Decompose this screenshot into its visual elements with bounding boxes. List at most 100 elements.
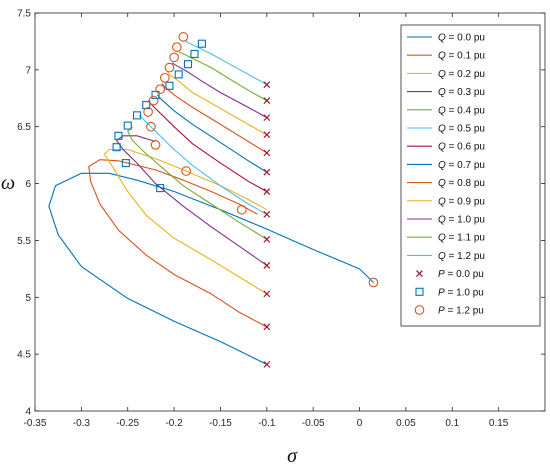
legend-box (400, 24, 541, 327)
x-axis-ticks: -0.35 -0.3 -0.25 -0.2 -0.15 -0.1 -0.05 0 0.05 0.1… (24, 13, 509, 429)
x-tick-label: 0.15 (489, 418, 509, 429)
y-tick-label: 7.5 (17, 9, 31, 20)
x-tick-label: -0.3 (73, 418, 91, 429)
y-tick-label: 6 (25, 179, 31, 190)
legend-label-2: Q = 0.2 pu (438, 69, 485, 80)
x-tick-label: -0.35 (24, 418, 47, 429)
y-tick-label: 4.5 (17, 350, 31, 361)
marker-x (263, 188, 271, 195)
marker-square (112, 143, 121, 152)
marker-square (132, 111, 142, 120)
series-line-10 (171, 62, 268, 119)
marker-x (263, 131, 271, 139)
marker-square (165, 81, 174, 90)
marker-square (114, 131, 123, 140)
marker-square (151, 90, 160, 99)
legend-label-8: Q = 0.8 pu (438, 178, 485, 189)
series-line-6 (147, 100, 268, 192)
series-line-11 (178, 51, 268, 102)
legend-label-0: Q = 0.0 pu (438, 33, 485, 44)
marker-circle (236, 204, 247, 215)
legend-marker-15 (414, 305, 425, 315)
marker-x (263, 114, 271, 122)
legend-label-10: Q = 1.0 pu (438, 215, 485, 226)
marker-x (263, 235, 271, 243)
legend-label-9: Q = 0.9 pu (438, 196, 485, 207)
legend-items: Q = 0.0 pu Q = 0.1 pu Q = 0.2 pu Q = 0.3 pu… (407, 33, 485, 317)
marker-circle (150, 140, 161, 150)
series-line-9 (167, 71, 268, 136)
legend-label-11: Q = 1.1 pu (438, 233, 485, 244)
marker-circle (172, 42, 182, 52)
marker-circle (368, 277, 379, 288)
marker-x (263, 323, 271, 331)
marker-square (121, 159, 130, 168)
marker-circle (178, 32, 189, 42)
marker-circle (164, 62, 175, 73)
x-tick-label: -0.05 (302, 418, 325, 429)
series-line-2 (103, 148, 268, 295)
series-line-0 (48, 172, 374, 365)
x-axis-title: σ (287, 445, 298, 467)
y-axis-ticks: 4 4.5 5 5.5 6 6.5 7 7.5 (17, 9, 545, 418)
series-line-1 (88, 159, 268, 328)
legend-marker-13 (416, 270, 423, 278)
legend-marker-14 (415, 287, 424, 296)
x-tick-label: 0 (357, 418, 363, 429)
legend-label-6: Q = 0.6 pu (438, 142, 485, 153)
marker-square (156, 184, 165, 193)
marker-circle (143, 107, 153, 117)
marker-square (197, 39, 206, 48)
marker-x (263, 97, 271, 104)
marker-square (174, 70, 183, 79)
series-line-5 (138, 114, 268, 215)
y-axis-title: ω (1, 172, 15, 194)
x-tick-label: -0.1 (258, 418, 276, 429)
legend-label-14: P = 1.0 pu (438, 287, 484, 298)
x-tick-label: -0.25 (116, 418, 139, 429)
x-tick-label: 0.05 (396, 418, 416, 429)
marker-circle (148, 95, 159, 106)
legend-label-3: Q = 0.3 pu (438, 87, 485, 98)
legend: Q = 0.0 pu Q = 0.1 pu Q = 0.2 pu Q = 0.3 pu… (400, 24, 541, 327)
marker-square (190, 49, 199, 58)
series-line-12 (184, 39, 268, 86)
y-tick-label: 7 (25, 65, 31, 76)
y-tick-label: 6.5 (17, 122, 31, 133)
series-line-3 (116, 135, 268, 266)
x-tick-label: -0.15 (209, 418, 232, 429)
marker-x (263, 262, 271, 269)
legend-label-4: Q = 0.4 pu (438, 105, 485, 116)
x-tick-label: -0.2 (165, 418, 183, 429)
legend-label-7: Q = 0.7 pu (438, 160, 485, 171)
marker-square (183, 60, 193, 69)
legend-label-12: Q = 1.2 pu (438, 251, 485, 262)
series-line-4 (127, 126, 268, 240)
series-markers (112, 32, 379, 368)
marker-x (263, 360, 271, 368)
marker-x (263, 210, 271, 218)
marker-circle (155, 84, 166, 95)
y-tick-label: 4 (25, 407, 31, 418)
x-tick-label: 0.1 (445, 418, 459, 429)
marker-x (263, 168, 271, 176)
marker-circle (181, 166, 191, 176)
marker-x (263, 290, 271, 298)
series-lines (48, 39, 374, 365)
marker-x (263, 81, 271, 89)
legend-label-1: Q = 0.1 pu (438, 51, 485, 62)
y-tick-label: 5 (25, 293, 31, 304)
marker-circle (159, 72, 170, 83)
legend-label-5: Q = 0.5 pu (438, 124, 485, 135)
marker-circle (169, 52, 179, 63)
marker-square (123, 121, 132, 130)
legend-label-13: P = 0.0 pu (438, 269, 484, 280)
marker-x (263, 149, 271, 157)
legend-label-15: P = 1.2 pu (438, 306, 484, 317)
marker-square (142, 101, 151, 110)
series-line-7 (156, 94, 268, 173)
series-line-8 (161, 83, 268, 154)
y-tick-label: 5.5 (17, 236, 31, 247)
marker-circle (146, 121, 156, 132)
